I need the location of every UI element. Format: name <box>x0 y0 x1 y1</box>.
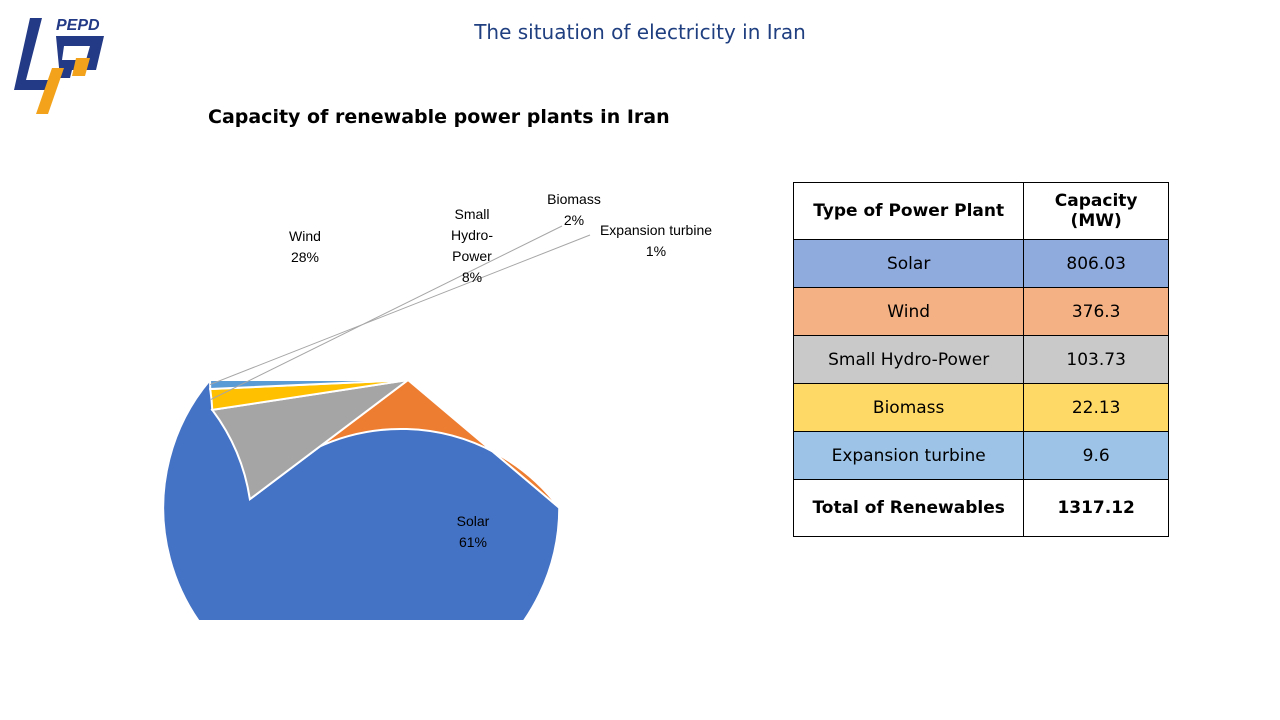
pie-label-solar: Solar 61% <box>457 513 490 550</box>
row-type: Expansion turbine <box>792 431 1025 480</box>
leader-line-expansion-turbine <box>209 234 591 385</box>
row-capacity: 103.73 <box>1023 335 1169 384</box>
table-row: Small Hydro-Power 103.73 <box>792 335 1169 384</box>
pie-label-wind: Wind 28% <box>289 228 321 265</box>
row-capacity: 9.6 <box>1023 431 1169 480</box>
chart-title: Capacity of renewable power plants in Ir… <box>208 106 670 128</box>
row-capacity: 376.3 <box>1023 287 1169 336</box>
header-type: Type of Power Plant <box>792 182 1025 240</box>
pie-label-expansion-turbine: Expansion turbine 1% <box>600 222 712 259</box>
slide-title: The situation of electricity in Iran <box>474 20 806 44</box>
table-row: Solar 806.03 <box>792 239 1169 288</box>
header-capacity: Capacity (MW) <box>1023 182 1169 240</box>
pie-label-small-hydro-power: Small Hydro-Power 8% <box>451 206 493 285</box>
table-row: Biomass 22.13 <box>792 383 1169 432</box>
row-type: Solar <box>792 239 1025 288</box>
row-capacity: 806.03 <box>1023 239 1169 288</box>
table-total-row: Total of Renewables 1317.12 <box>792 479 1169 537</box>
row-capacity: 22.13 <box>1023 383 1169 432</box>
pepd-logo: PEPD <box>14 17 104 114</box>
pie-label-biomass: Biomass 2% <box>547 191 601 228</box>
total-value: 1317.12 <box>1023 479 1169 537</box>
total-label: Total of Renewables <box>792 479 1025 537</box>
table-row: Expansion turbine 9.6 <box>792 431 1169 480</box>
pie-chart: Solar 61% Wind 28% Small Hydro-Power 8% Biomass… <box>162 191 712 620</box>
capacity-table: Type of Power Plant Capacity (MW) Solar … <box>792 182 1169 537</box>
table-row: Wind 376.3 <box>792 287 1169 336</box>
pie-slice-small-hydro-power <box>210 379 409 501</box>
row-type: Biomass <box>792 383 1025 432</box>
row-type: Wind <box>792 287 1025 336</box>
row-type: Small Hydro-Power <box>792 335 1025 384</box>
table-header-row: Type of Power Plant Capacity (MW) <box>792 182 1169 240</box>
logo-text: PEPD <box>56 17 100 34</box>
leader-line-biomass <box>210 225 563 400</box>
